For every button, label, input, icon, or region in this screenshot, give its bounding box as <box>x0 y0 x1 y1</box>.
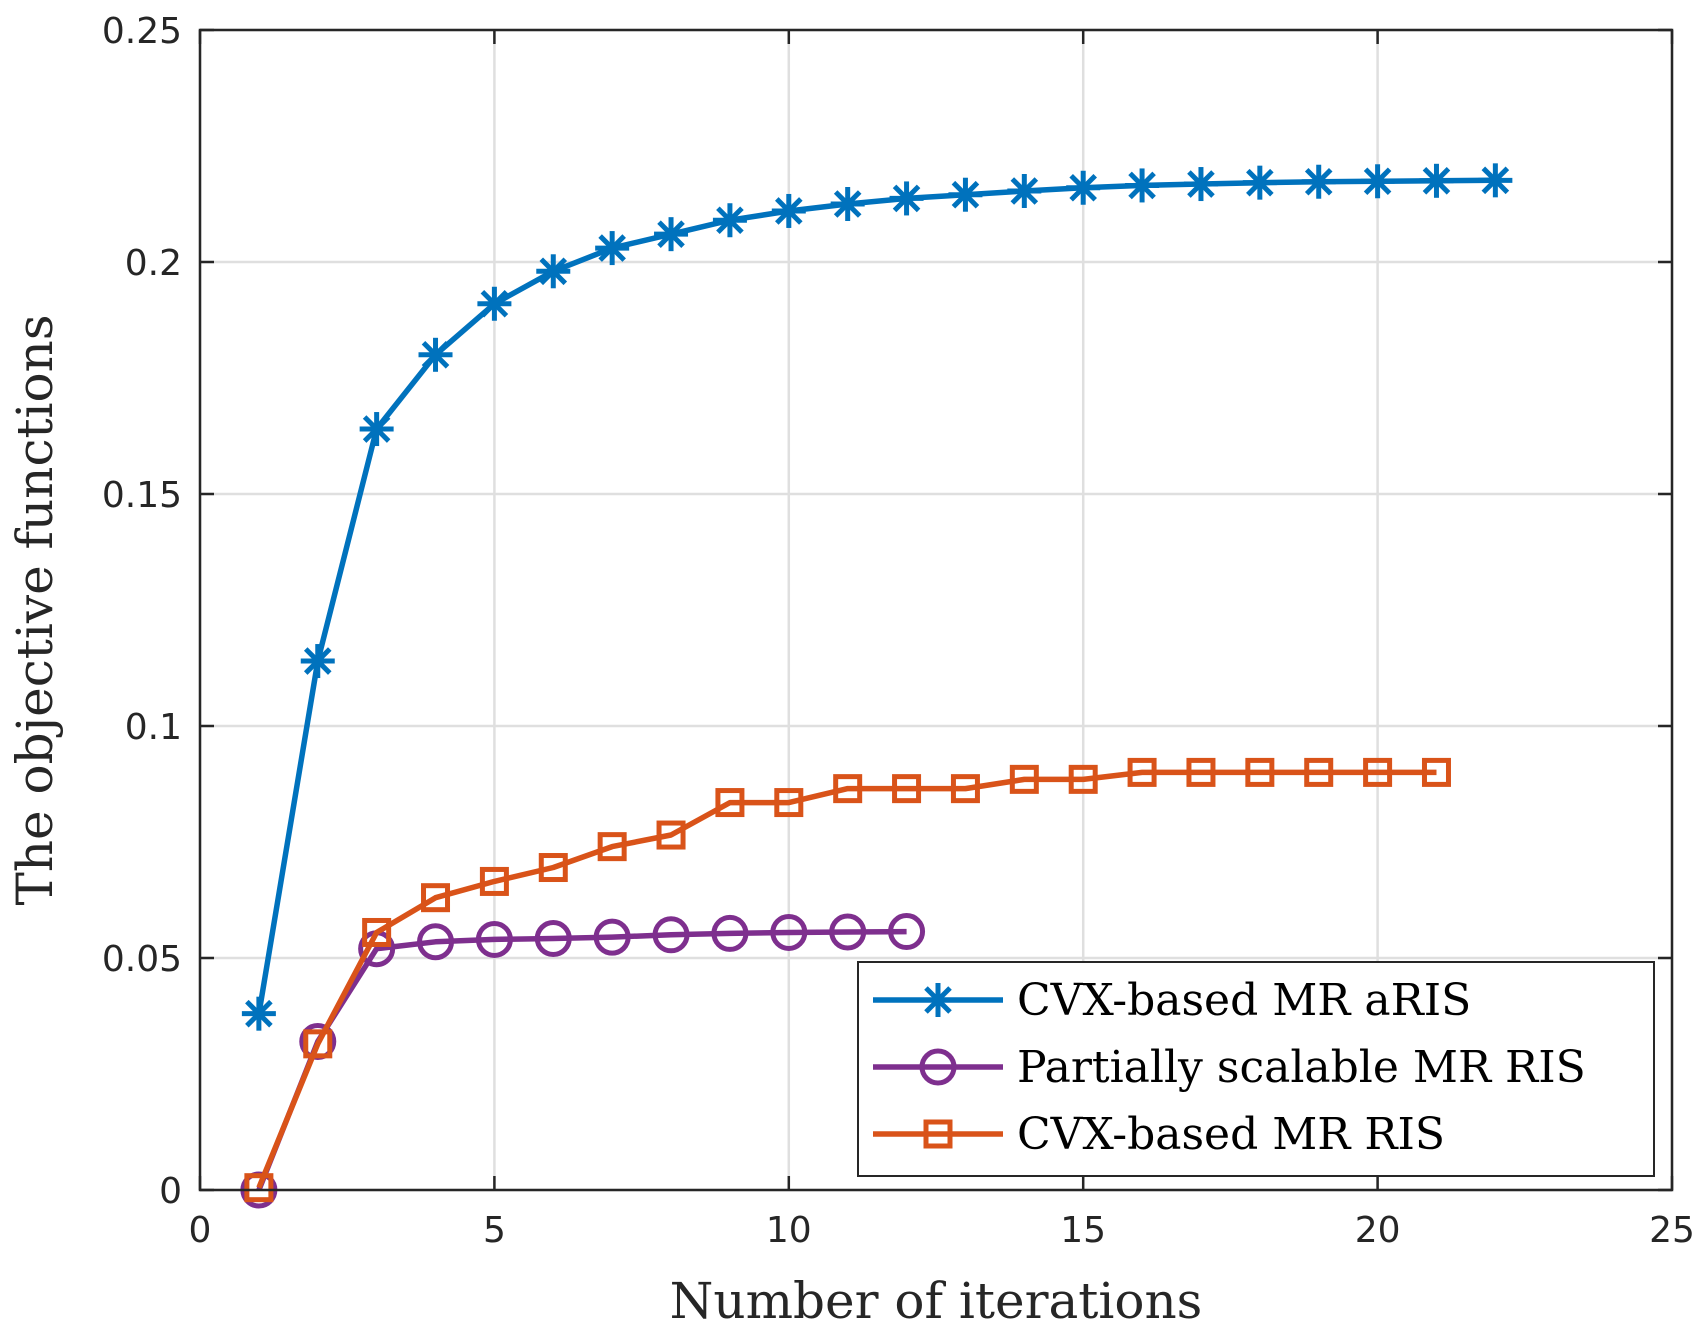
plot-frame <box>198 28 1674 1192</box>
data-point <box>1360 164 1395 199</box>
x-tick-label: 20 <box>1355 1210 1401 1251</box>
data-point <box>715 788 745 818</box>
data-point <box>1183 167 1218 202</box>
data-point <box>656 820 686 850</box>
legend-label: CVX-based MR RIS <box>1017 1109 1445 1160</box>
data-point <box>1304 757 1334 787</box>
data-point <box>1301 164 1336 199</box>
data-point <box>1125 168 1160 203</box>
x-tick-label: 0 <box>189 1210 212 1251</box>
data-point <box>1363 757 1393 787</box>
data-point <box>417 923 455 961</box>
legend-label: Partially scalable MR RIS <box>1017 1042 1586 1093</box>
data-point <box>654 217 689 252</box>
x-axis-label: Number of iterations <box>670 1272 1203 1330</box>
legend-swatch-marker <box>923 1119 953 1149</box>
data-point <box>303 1029 333 1059</box>
data-point <box>830 187 865 221</box>
data-point <box>595 231 630 266</box>
y-tick-label: 0.1 <box>125 707 182 748</box>
legend-entry: Partially scalable MR RIS <box>873 1042 1586 1093</box>
data-point <box>892 774 922 804</box>
data-point <box>712 203 747 238</box>
data-point <box>1419 163 1454 198</box>
legend-entry: CVX-based MR RIS <box>873 1109 1445 1160</box>
y-tick-label: 0.25 <box>102 11 182 52</box>
data-point <box>421 883 451 913</box>
series-line <box>256 177 1496 1015</box>
data-point <box>479 866 509 896</box>
series-square <box>244 757 1451 1203</box>
data-point <box>359 412 394 447</box>
legend: CVX-based MR aRIS Partially scalable MR R… <box>857 961 1655 1177</box>
data-point <box>1245 757 1275 787</box>
data-point <box>652 916 690 954</box>
y-tick-label: 0 <box>159 1171 182 1212</box>
data-point <box>1009 764 1039 794</box>
data-point <box>1068 764 1098 794</box>
y-tick-label: 0.15 <box>102 475 182 516</box>
data-point <box>889 181 924 216</box>
data-point <box>770 913 808 951</box>
data-point <box>593 918 631 956</box>
data-point <box>1127 757 1157 787</box>
x-tick-label: 25 <box>1649 1210 1695 1251</box>
data-point <box>1478 163 1513 198</box>
data-point <box>418 337 453 372</box>
data-point <box>1242 165 1277 200</box>
data-point <box>948 177 983 212</box>
y-axis-label: The objective functions <box>6 314 64 905</box>
data-point <box>475 920 513 958</box>
legend-entry: CVX-based MR aRIS <box>873 975 1471 1026</box>
data-point <box>1421 757 1451 787</box>
data-point <box>241 996 276 1031</box>
x-tick-labels: 0 5 10 15 20 25 <box>189 1210 1695 1251</box>
axis-ticks <box>198 28 1674 1192</box>
y-tick-label: 0.2 <box>125 243 182 284</box>
data-point <box>833 774 863 804</box>
data-point <box>538 853 568 883</box>
data-point <box>244 1173 274 1203</box>
x-tick-label: 10 <box>766 1210 812 1251</box>
legend-swatch-marker <box>921 983 955 1017</box>
series-layer <box>240 163 1513 1209</box>
data-point <box>362 917 392 947</box>
data-point <box>774 788 804 818</box>
legend-entries: CVX-based MR aRIS Partially scalable MR R… <box>873 975 1586 1160</box>
y-tick-label: 0.05 <box>102 939 182 980</box>
series-asterisk <box>241 163 1513 1031</box>
data-point <box>1007 174 1042 209</box>
data-point <box>771 193 806 228</box>
data-point <box>711 914 749 952</box>
data-point <box>829 913 867 951</box>
data-point <box>534 920 572 958</box>
data-point <box>300 644 335 679</box>
series-line <box>256 769 1437 1189</box>
data-point <box>888 913 926 951</box>
series-circle <box>240 913 926 1209</box>
legend-swatch-marker <box>919 1048 957 1086</box>
data-point <box>950 774 980 804</box>
data-point <box>477 286 512 321</box>
data-point <box>1186 757 1216 787</box>
y-tick-labels: 0 0.05 0.1 0.15 0.2 0.25 <box>102 11 182 1212</box>
x-tick-label: 15 <box>1060 1210 1106 1251</box>
x-tick-label: 5 <box>483 1210 506 1251</box>
data-point <box>597 832 627 862</box>
data-point <box>1066 170 1101 205</box>
legend-label: CVX-based MR aRIS <box>1017 975 1471 1026</box>
data-point <box>536 254 571 289</box>
